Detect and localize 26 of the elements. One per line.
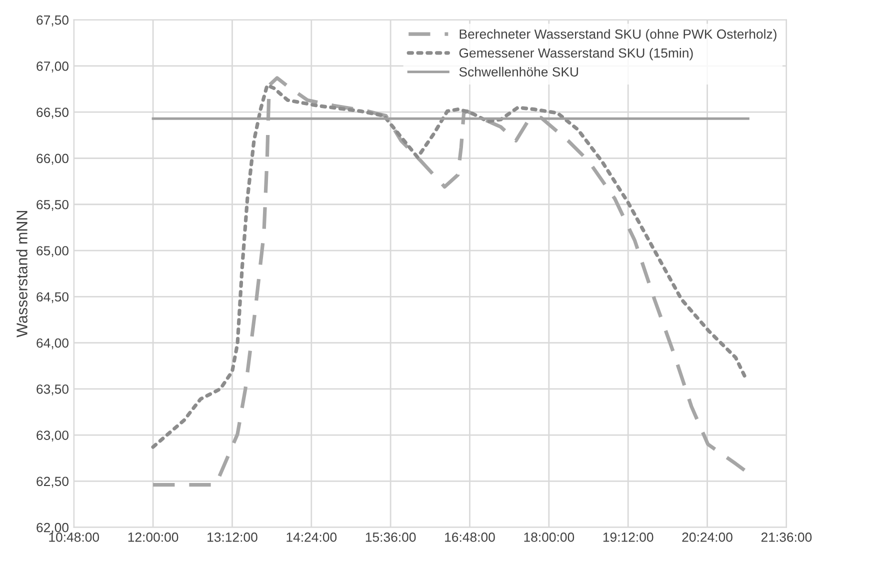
y-tick-label: 62,00: [36, 522, 68, 534]
legend-label: Gemessener Wasserstand SKU (15min): [459, 48, 693, 60]
x-tick-label: 15:36:00: [366, 532, 416, 542]
y-tick-label: 63,50: [36, 384, 68, 396]
legend-label: Schwellenhöhe SKU: [459, 66, 578, 77]
legend-label: Berechneter Wasserstand SKU (ohne PWK Osterholz): [460, 29, 776, 42]
y-tick-label: 63,00: [36, 430, 68, 442]
x-tick-label: 16:48:00: [445, 532, 495, 542]
y-tick-label: 64,00: [36, 338, 68, 350]
y-tick-label: 62,50: [36, 476, 68, 488]
x-tick-label: 10:48:00: [49, 532, 100, 542]
x-tick-label: 12:00:00: [128, 532, 178, 542]
y-tick-label: 66,50: [36, 108, 68, 119]
x-tick-label: 13:12:00: [208, 532, 258, 542]
x-tick-label: 18:00:00: [524, 532, 574, 542]
y-axis-title: Wasserstand mNN: [16, 211, 28, 338]
x-tick-label: 20:24:00: [682, 532, 732, 542]
y-tick-label: 66,00: [36, 154, 68, 165]
x-tick-label: 19:12:00: [603, 532, 654, 542]
x-tick-label: 21:36:00: [761, 532, 812, 542]
y-tick-label: 64,50: [36, 292, 68, 304]
y-tick-label: 65,50: [36, 200, 68, 211]
y-tick-label: 67,00: [36, 62, 68, 72]
x-tick-label: 14:24:00: [286, 532, 337, 542]
y-tick-label: 65,00: [36, 246, 68, 257]
y-tick-label: 67,50: [36, 15, 68, 26]
